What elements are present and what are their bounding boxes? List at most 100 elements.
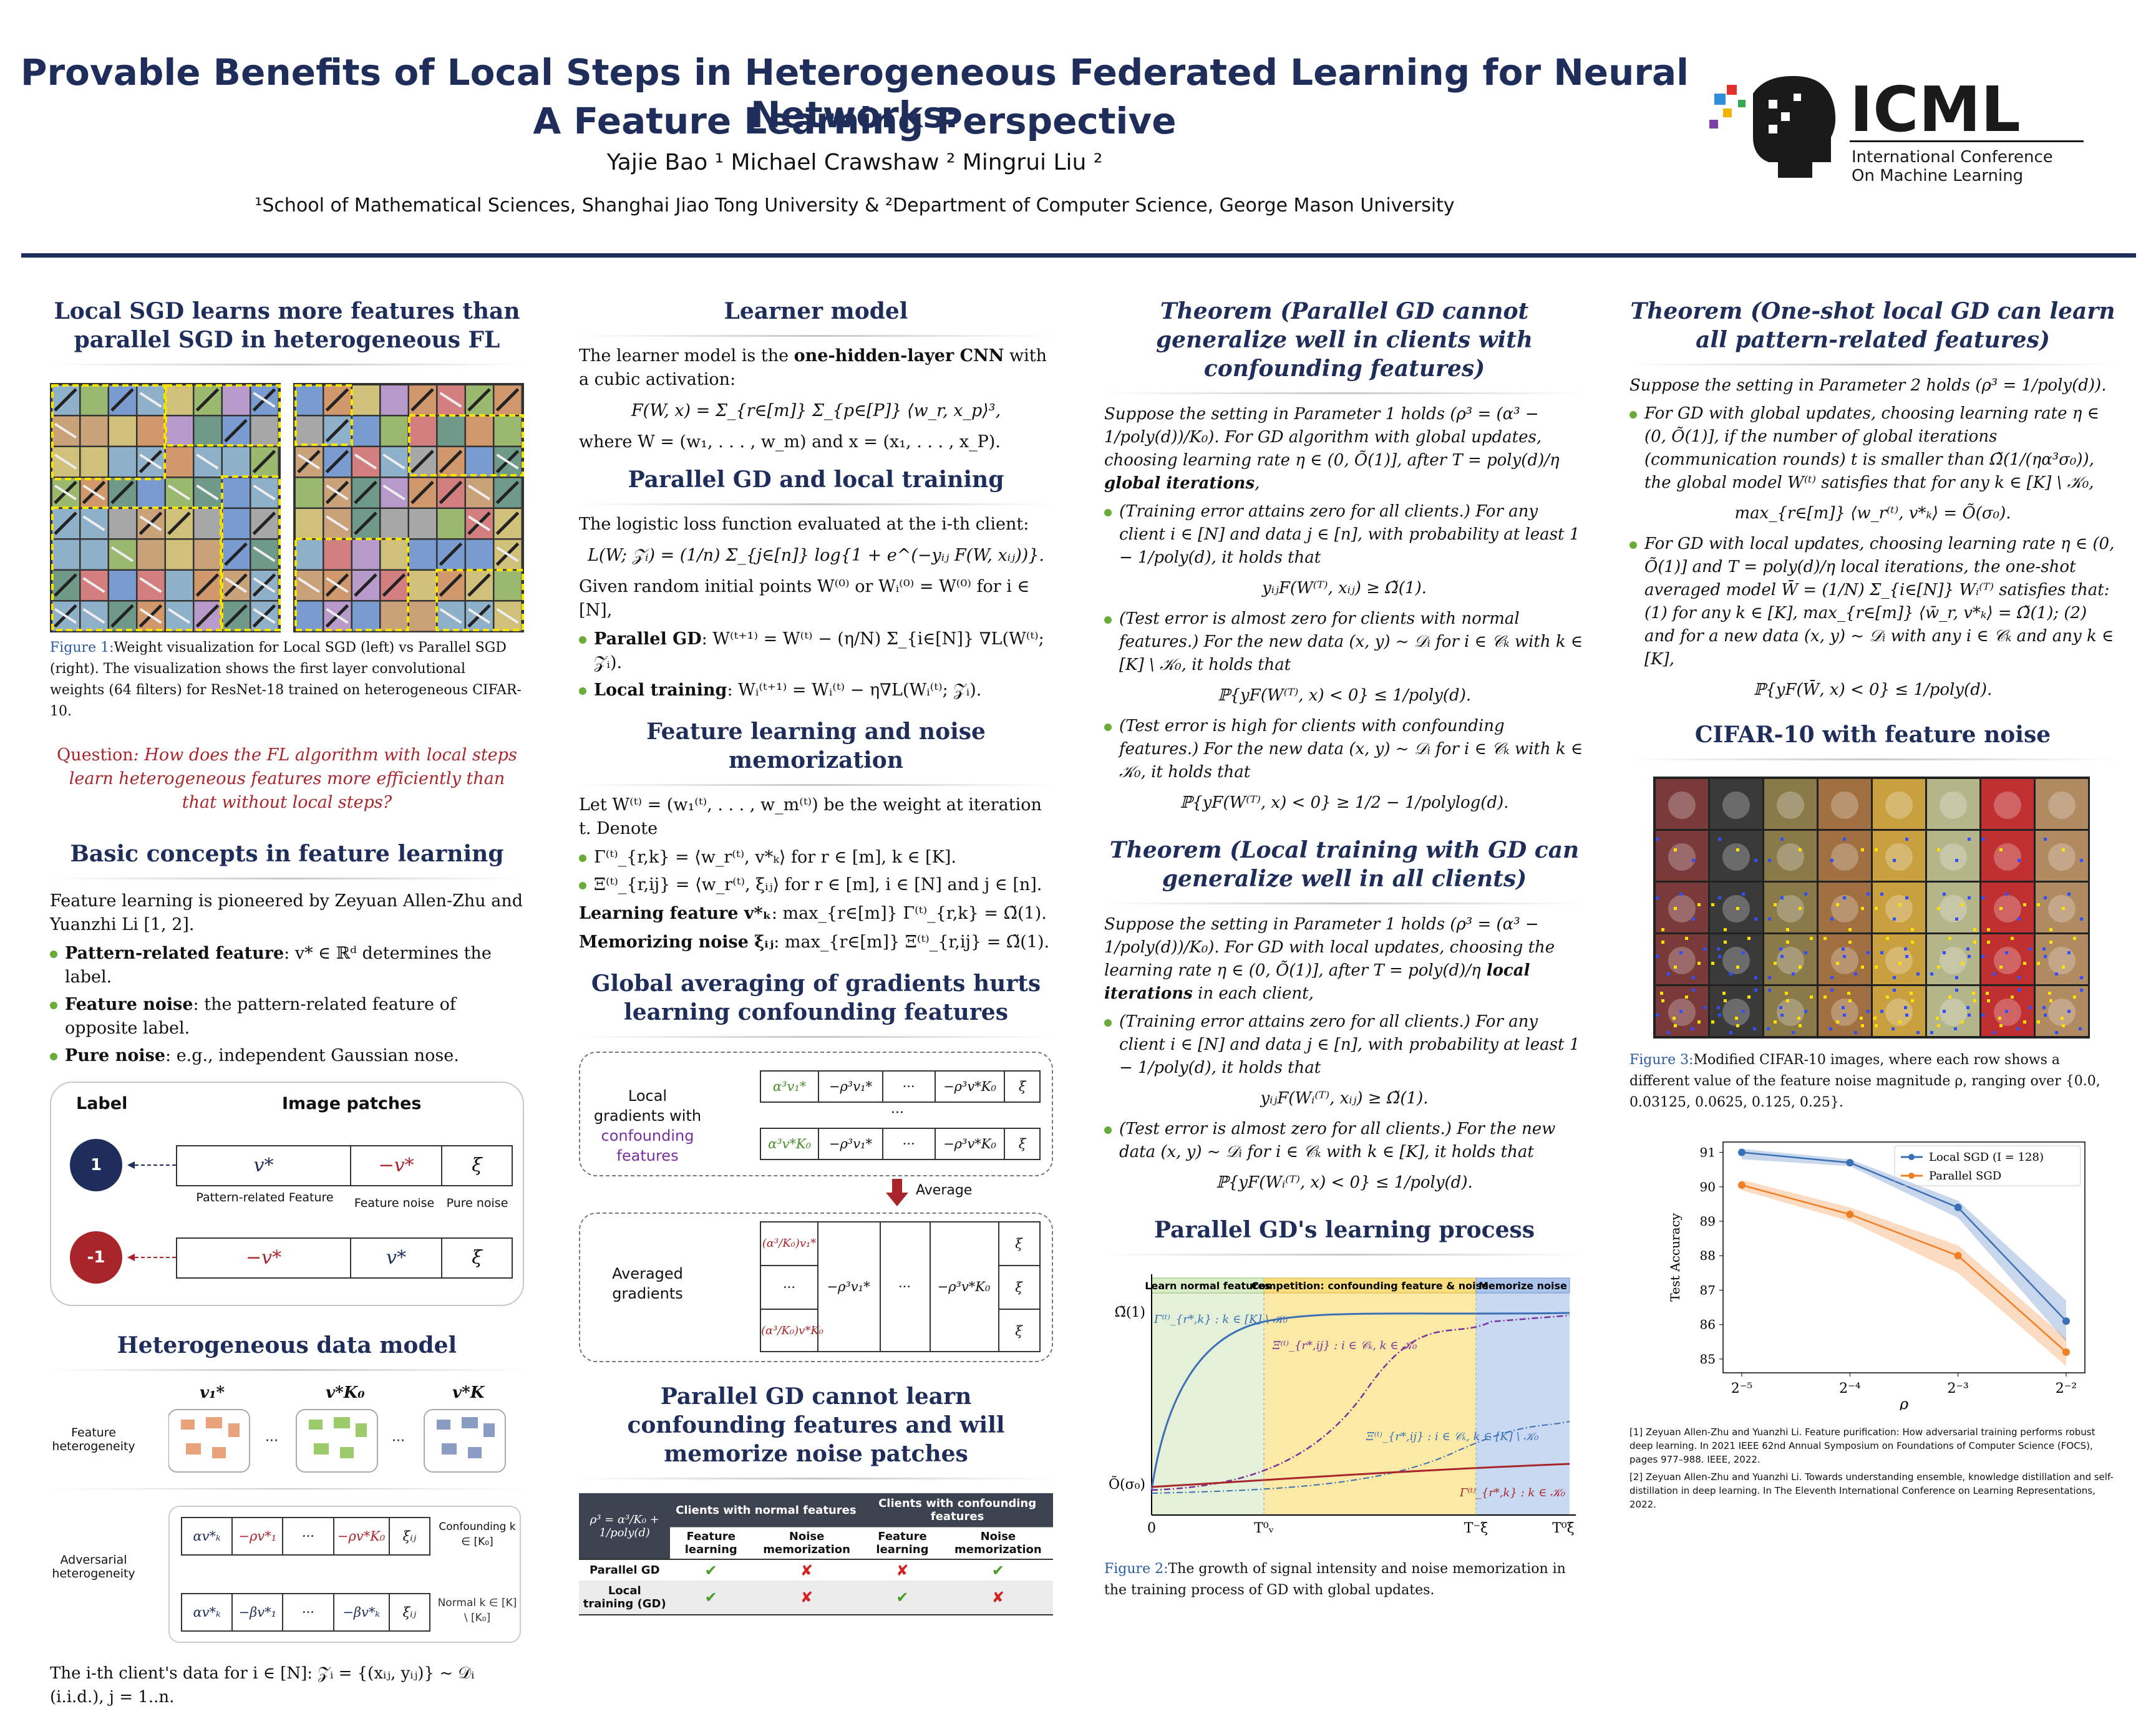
avg-cell: ξ bbox=[998, 1222, 1039, 1266]
weight-filter bbox=[466, 540, 493, 569]
hetero-vk0: v*K₀ bbox=[326, 1383, 365, 1402]
filter-stripe bbox=[82, 577, 105, 593]
noise-patch bbox=[1779, 947, 1782, 951]
weight-filter bbox=[166, 540, 193, 569]
noise-patch bbox=[2067, 951, 2071, 954]
filter-stripe bbox=[496, 546, 519, 563]
table-mark: ✘ bbox=[800, 1589, 813, 1606]
noise-patch bbox=[1660, 992, 1663, 995]
initialization-text: Given random initial points W⁽⁰⁾ or Wᵢ⁽⁰… bbox=[579, 577, 1030, 620]
basic-concepts-body: Feature learning is pioneered by Zeyuan … bbox=[50, 889, 524, 1068]
noise-patch bbox=[1674, 848, 1677, 851]
noise-patch bbox=[1718, 838, 1721, 841]
noise-patch bbox=[1810, 995, 1813, 999]
theorem-1-eq-1: yᵢⱼF(W⁽ᵀ⁾, xᵢⱼ) ≥ Ω̃(1). bbox=[1262, 579, 1427, 598]
noise-patch bbox=[2073, 937, 2076, 940]
filter-stripe bbox=[54, 573, 77, 597]
cifar-image bbox=[1981, 831, 2034, 881]
filter-stripe bbox=[82, 608, 105, 624]
weight-filter bbox=[409, 571, 436, 600]
noise-patch bbox=[2044, 955, 2047, 958]
noise-patch bbox=[2023, 1020, 2026, 1024]
highlight-box bbox=[165, 384, 281, 447]
local-sgd-weight-grid bbox=[50, 383, 281, 632]
cifar-image-subject bbox=[1885, 792, 1913, 819]
noise-patch bbox=[1711, 903, 1714, 906]
filter-stripe bbox=[495, 388, 520, 412]
noise-patch bbox=[1905, 955, 1908, 958]
cifar-image bbox=[2036, 779, 2088, 829]
weight-filter bbox=[494, 571, 522, 600]
table-mark: ✔ bbox=[991, 1561, 1004, 1579]
highlight-box bbox=[221, 475, 281, 631]
bullet-head: Parallel GD bbox=[594, 629, 702, 649]
noise-patch bbox=[1875, 966, 1878, 969]
text-pre: The learner model is the bbox=[579, 346, 794, 366]
x-tick-label: 2⁻³ bbox=[1947, 1381, 1968, 1397]
y-tick-label: 88 bbox=[1700, 1248, 1716, 1263]
noise-patch bbox=[1779, 1006, 1782, 1009]
cifar-image-subject bbox=[1994, 947, 2021, 974]
filter-stripe bbox=[496, 608, 519, 624]
data-point bbox=[1738, 1148, 1746, 1156]
noise-patch bbox=[1936, 1017, 1939, 1020]
cifar-image-subject bbox=[1722, 947, 1750, 974]
noise-patch bbox=[1973, 928, 1976, 931]
noise-patch bbox=[1780, 838, 1784, 841]
noise-patch bbox=[2029, 947, 2032, 951]
noise-patch bbox=[1780, 955, 1784, 958]
filter-stripe bbox=[382, 573, 406, 597]
filter-stripe bbox=[326, 515, 349, 531]
noise-patch bbox=[1674, 1024, 1677, 1027]
data-point bbox=[1954, 1203, 1962, 1211]
cifar-image bbox=[1873, 831, 1925, 881]
grad-cell: −ρ³v*K₀ bbox=[936, 1072, 1006, 1101]
theorem-3-body: Suppose the setting in Parameter 2 holds… bbox=[1629, 374, 2116, 702]
noise-patch bbox=[1973, 999, 1976, 1002]
noise-patch bbox=[1711, 962, 1714, 965]
weight-filter bbox=[80, 447, 108, 477]
bullet-xi: Ξ⁽ᵗ⁾_{r,ij} = ⟨w_r⁽ᵗ⁾, ξᵢⱼ⟩ for r ∈ [m],… bbox=[579, 873, 1053, 897]
noise-patch bbox=[1875, 1024, 1878, 1027]
highlight-box bbox=[294, 538, 409, 631]
filter-stripe bbox=[253, 546, 276, 563]
hetero-v1: v₁* bbox=[200, 1383, 225, 1402]
patch-cell: ξ bbox=[472, 1155, 482, 1176]
weight-visualization-figure bbox=[50, 383, 524, 632]
poster-header: Provable Benefits of Local Steps in Hete… bbox=[0, 0, 2156, 262]
table-rho-cell: ρ³ = α³/K₀ + 1/poly(d) bbox=[590, 1513, 659, 1539]
basic-concepts-intro: Feature learning is pioneered by Zeyuan … bbox=[50, 891, 523, 934]
filter-stripe bbox=[439, 392, 462, 408]
noise-patch bbox=[2037, 903, 2040, 906]
filter-stripe bbox=[354, 573, 377, 597]
noise-patch bbox=[2018, 859, 2021, 862]
noise-patch bbox=[2055, 972, 2058, 976]
theorem-2-bullet-1: (Training error attains zero for all cli… bbox=[1104, 1010, 1585, 1080]
theorem-1-body: Suppose the setting in Parameter 1 holds… bbox=[1104, 403, 1585, 815]
reference-2: [2] Zeyuan Allen-Zhu and Yuanzhi Li. Tow… bbox=[1629, 1471, 2114, 1510]
noise-patch bbox=[1768, 859, 1771, 862]
noise-patch bbox=[1880, 1010, 1883, 1013]
noise-patch bbox=[1786, 941, 1789, 944]
noise-patch bbox=[1848, 941, 1852, 944]
references: [1] Zeyuan Allen-Zhu and Yuanzhi Li. Fea… bbox=[1629, 1425, 2116, 1511]
cifar-image bbox=[1873, 883, 1925, 932]
cifar-image bbox=[1981, 779, 2034, 829]
weight-filter bbox=[52, 540, 79, 569]
filter-stripe bbox=[253, 577, 276, 593]
noise-patch bbox=[1966, 947, 1969, 951]
normal-label: Normal k ∈ [K] \ [K₀] bbox=[437, 1597, 517, 1624]
noise-patch bbox=[1829, 1027, 1832, 1030]
noise-patch bbox=[1873, 1017, 1877, 1020]
filter-stripe bbox=[252, 450, 276, 473]
figure2-caption: Figure 2:The growth of signal intensity … bbox=[1104, 1559, 1585, 1601]
noise-patch bbox=[1711, 1020, 1714, 1024]
patch-row-positive: v* −v* ξ bbox=[176, 1145, 513, 1186]
label-purple: confounding features bbox=[601, 1127, 694, 1164]
weight-filter bbox=[223, 447, 250, 477]
weight-filter bbox=[296, 416, 323, 446]
noise-patch bbox=[1754, 859, 1757, 862]
section-title-global-averaging: Global averaging of gradients hurts lear… bbox=[579, 969, 1053, 1038]
weight-filter bbox=[80, 416, 108, 446]
noise-patch bbox=[1961, 962, 1964, 965]
